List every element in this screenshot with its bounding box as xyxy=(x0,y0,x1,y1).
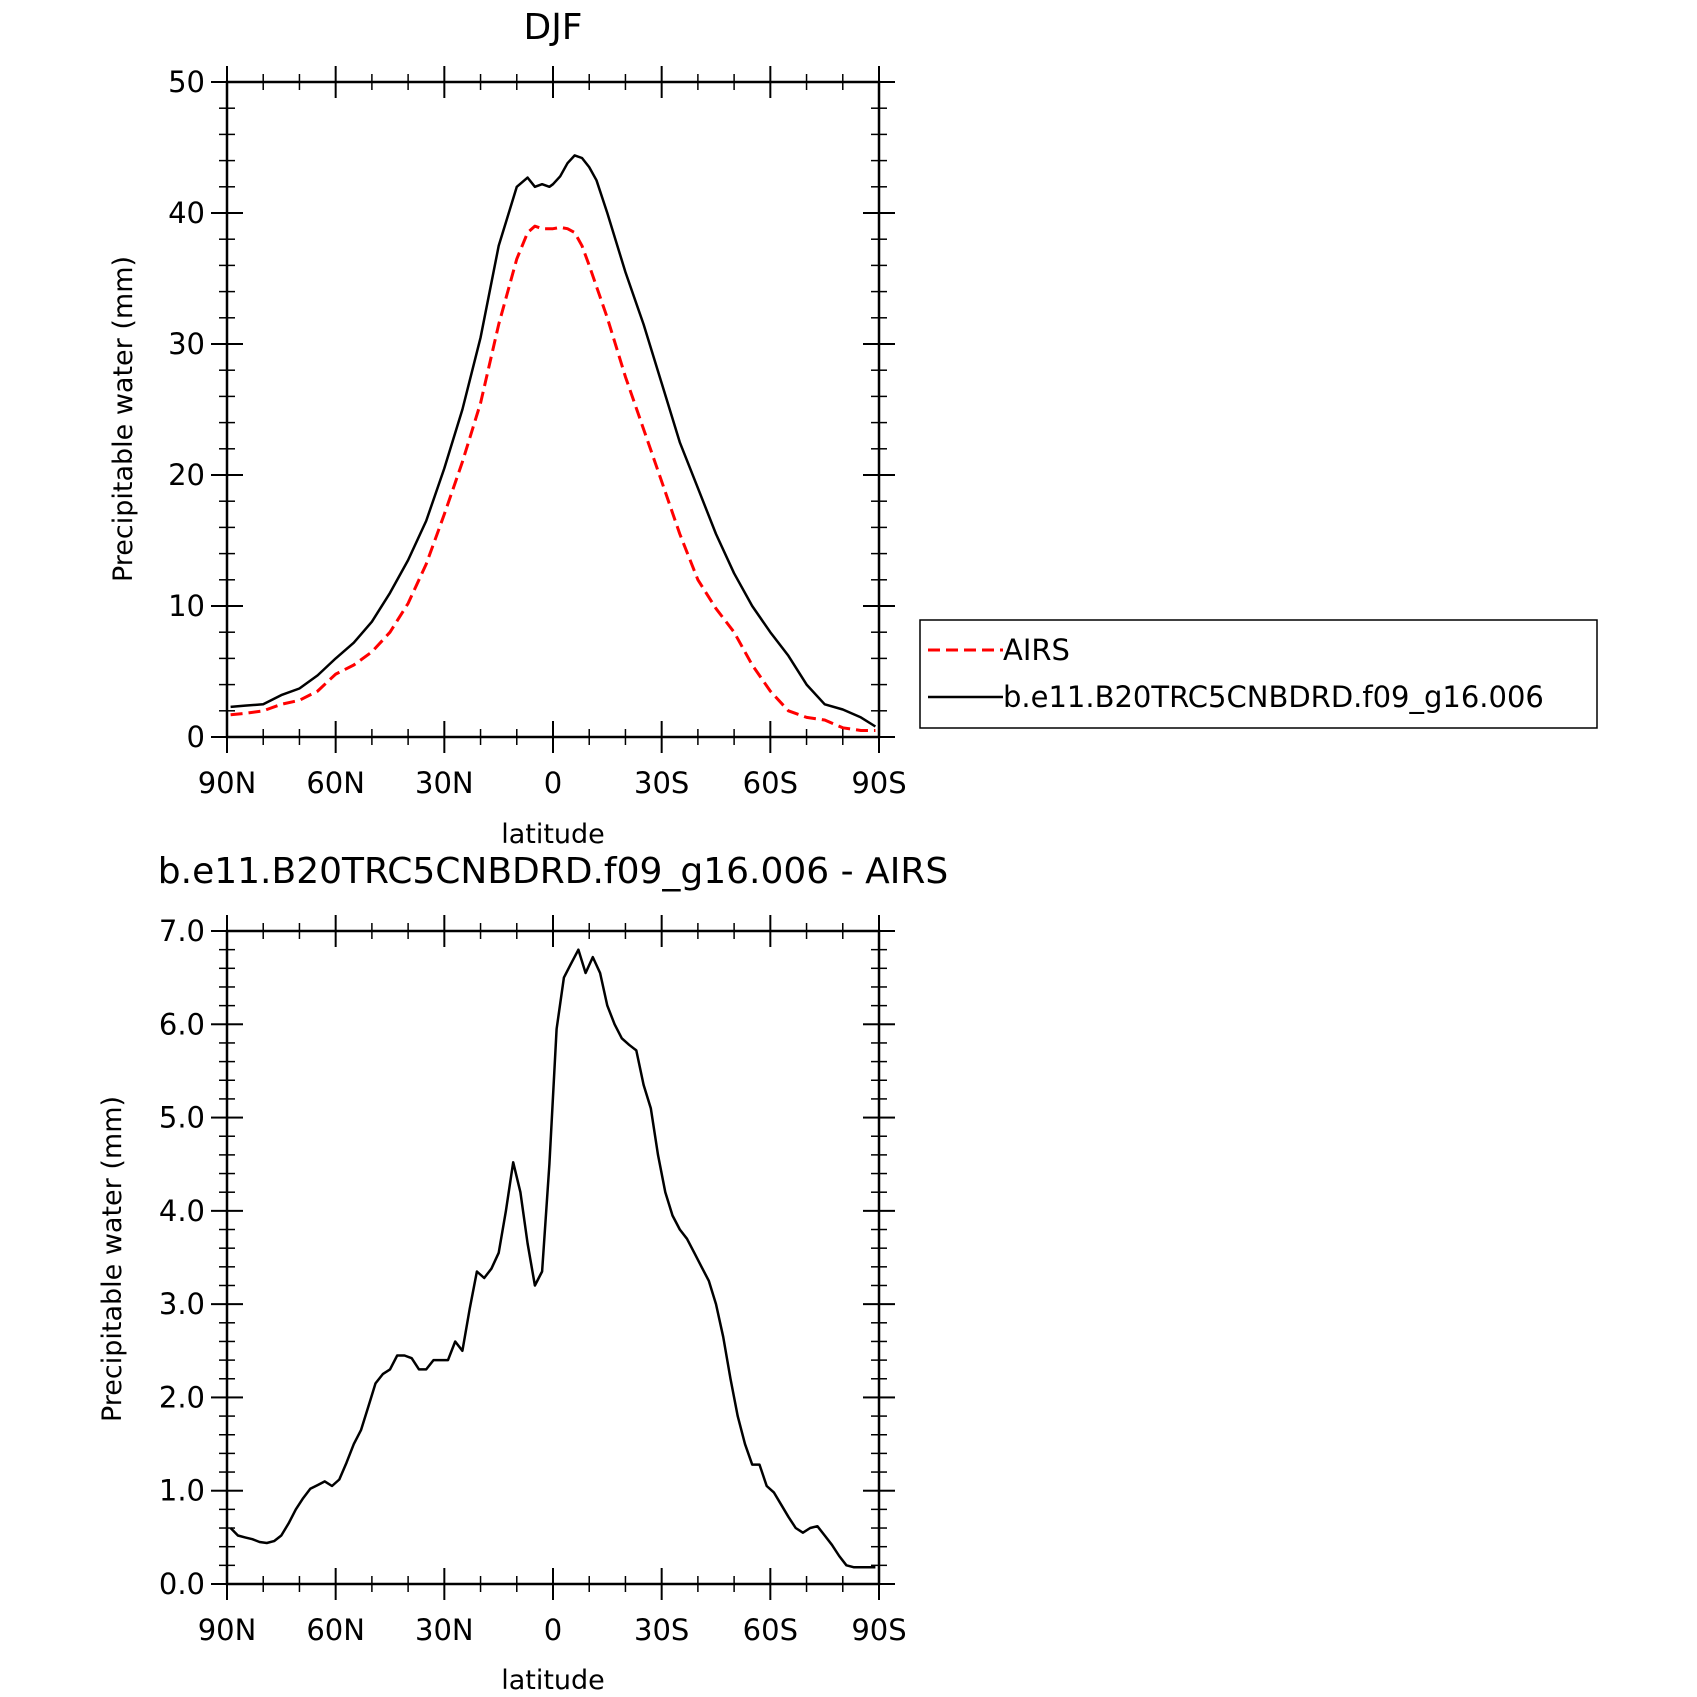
bottom-y-tick-label: 1.0 xyxy=(159,1474,205,1508)
legend-label-airs: AIRS xyxy=(1003,633,1070,667)
legend-label-model: b.e11.B20TRC5CNBDRD.f09_g16.006 xyxy=(1003,680,1544,714)
top-x-tick-label: 60N xyxy=(306,766,365,800)
bottom-x-tick-label: 30S xyxy=(634,1613,689,1647)
bottom-y-axis-label: Precipitable water (mm) xyxy=(97,1096,128,1422)
bottom-x-tick-label: 60N xyxy=(306,1613,365,1647)
bottom-y-tick-label: 7.0 xyxy=(159,914,205,948)
bottom-axis-ticks xyxy=(211,915,895,1600)
top-plot-frame xyxy=(225,80,881,739)
top-y-axis-label: Precipitable water (mm) xyxy=(108,256,139,582)
bottom-y-tick-label: 4.0 xyxy=(159,1194,205,1228)
bottom-y-tick-label: 6.0 xyxy=(159,1007,205,1041)
legend-box xyxy=(919,619,1598,729)
top-axis-tick-labels: 0 10 20 30 40 50 90N 60N 30N 0 30S 60S 90S xyxy=(168,65,907,800)
top-x-tick-label: 90N xyxy=(198,766,257,800)
bottom-series-lines xyxy=(229,948,876,1569)
top-y-tick-label: 50 xyxy=(168,65,205,99)
top-chart-title: DJF xyxy=(523,7,582,48)
top-y-tick-label: 20 xyxy=(168,458,205,492)
top-x-axis-label: latitude xyxy=(501,819,605,850)
bottom-panel: b.e11.B20TRC5CNBDRD.f09_g16.006 - AIRS P… xyxy=(97,851,948,1696)
bottom-x-tick-label: 30N xyxy=(415,1613,474,1647)
bottom-x-axis-label: latitude xyxy=(501,1665,605,1696)
top-y-tick-label: 30 xyxy=(168,327,205,361)
top-x-tick-label: 90S xyxy=(851,766,906,800)
bottom-chart-title: b.e11.B20TRC5CNBDRD.f09_g16.006 - AIRS xyxy=(158,851,948,892)
bottom-series-line-0 xyxy=(229,948,876,1569)
top-series-line-0 xyxy=(230,224,876,732)
bottom-x-tick-label: 60S xyxy=(743,1613,798,1647)
bottom-y-tick-label: 0.0 xyxy=(159,1567,205,1601)
top-panel: DJF Precipitable water (mm) latitude 0 10… xyxy=(108,7,1598,850)
bottom-y-tick-label: 3.0 xyxy=(159,1287,205,1321)
top-y-tick-label: 40 xyxy=(168,196,205,230)
bottom-plot-frame xyxy=(225,929,881,1586)
top-series-lines xyxy=(230,154,877,732)
top-axis-ticks xyxy=(211,66,895,753)
bottom-x-tick-label: 90S xyxy=(851,1613,906,1647)
legend: AIRS b.e11.B20TRC5CNBDRD.f09_g16.006 xyxy=(919,619,1598,729)
bottom-axis-tick-labels: 0.0 1.0 2.0 3.0 4.0 5.0 6.0 7.0 90N 60N 30N 0 30S 60S… xyxy=(159,914,907,1647)
bottom-y-tick-label: 5.0 xyxy=(159,1101,205,1135)
top-series-line-1 xyxy=(230,154,877,728)
bottom-x-tick-label: 90N xyxy=(198,1613,257,1647)
bottom-x-tick-label: 0 xyxy=(544,1613,562,1647)
top-y-tick-label: 10 xyxy=(168,589,205,623)
bottom-y-tick-label: 2.0 xyxy=(159,1380,205,1414)
top-x-tick-label: 0 xyxy=(544,766,562,800)
top-x-tick-label: 30S xyxy=(634,766,689,800)
top-x-tick-label: 60S xyxy=(743,766,798,800)
top-x-tick-label: 30N xyxy=(415,766,474,800)
top-y-tick-label: 0 xyxy=(187,720,205,754)
